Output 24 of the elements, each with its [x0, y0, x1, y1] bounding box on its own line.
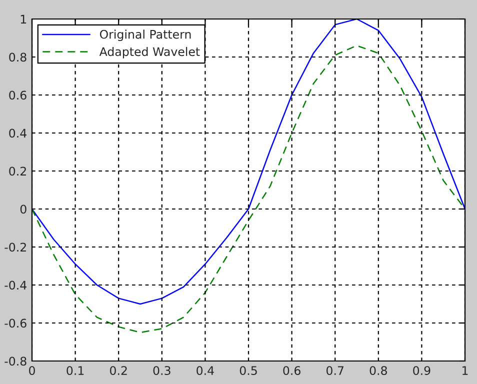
x-tick-label: 0.4	[196, 366, 214, 375]
y-tick-label: -0.6	[4, 318, 26, 328]
x-tick-label: 0.8	[370, 366, 387, 375]
x-tick-label: 0.9	[413, 366, 430, 375]
x-tick-label: 0	[29, 366, 35, 375]
y-tick-label: 0	[20, 204, 26, 214]
legend-label: Adapted Wavelet	[99, 46, 200, 58]
x-tick-label: 1	[462, 366, 468, 375]
x-tick-label: 0.1	[66, 366, 84, 375]
x-tick-label: 0.3	[153, 366, 170, 375]
y-tick-label: -0.4	[4, 280, 26, 290]
legend-label: Original Pattern	[100, 30, 191, 42]
x-tick-label: 0.2	[110, 366, 127, 375]
y-tick-label: 0.6	[9, 90, 26, 100]
y-tick-label: 1	[20, 14, 26, 24]
y-tick-label: -0.2	[4, 242, 26, 252]
x-tick-label: 0.6	[283, 366, 300, 375]
y-tick-label: 0.8	[9, 52, 26, 62]
y-tick-label: -0.8	[4, 356, 26, 366]
y-tick-label: 0.4	[9, 128, 26, 138]
x-tick-label: 0.5	[240, 366, 257, 375]
line-series	[32, 44, 465, 334]
x-tick-label: 0.7	[326, 366, 344, 375]
y-tick-label: 0.2	[9, 166, 26, 176]
